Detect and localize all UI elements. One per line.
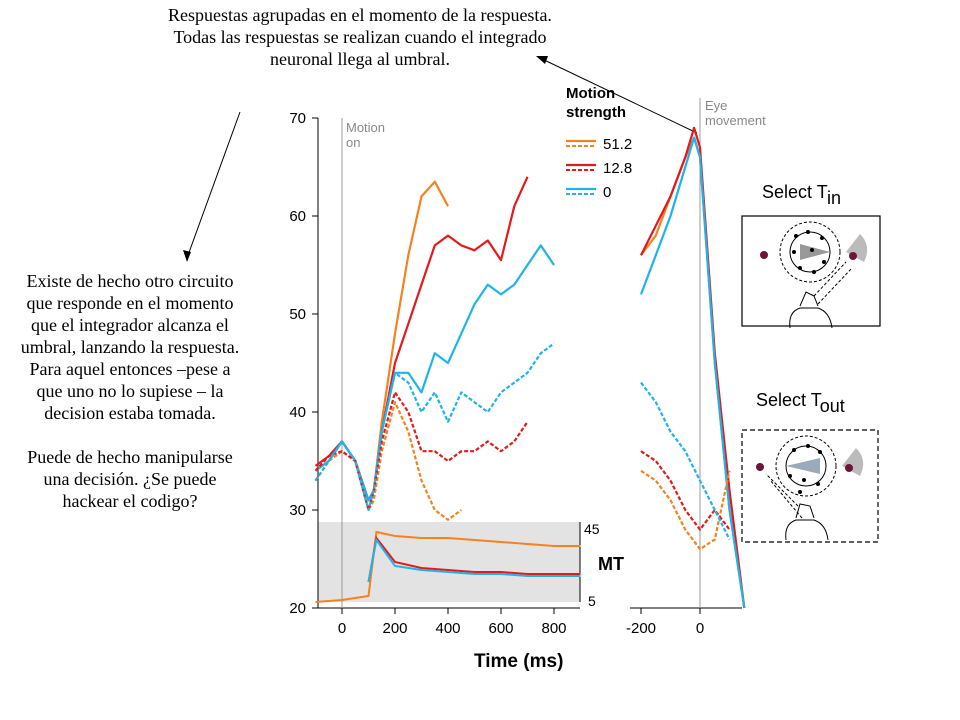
series-line-tout-12.8 <box>314 391 529 512</box>
x-tick-label: 0 <box>696 620 704 637</box>
legend-title-line2: strength <box>566 104 626 121</box>
x-tick-label: 200 <box>382 620 407 637</box>
x-tick-group: 0 200 400 600 800 -200 0 <box>338 608 704 637</box>
eye-movement-label-line2: movement <box>705 113 766 128</box>
motion-on-label-line1: Motion <box>346 120 385 135</box>
mt-tick-low: 5 <box>588 593 596 609</box>
top-annotation: Respuestas agrupadas en el momento de la… <box>168 5 552 69</box>
side-annotation-paragraph-1: Existe de hecho otro circuito que respon… <box>20 271 240 423</box>
series-line-tout-12.8 <box>640 450 731 531</box>
arrowhead-up-icon <box>536 56 548 64</box>
series-line-tout-0 <box>314 342 555 512</box>
y-tick-group: 20 30 40 50 60 70 <box>289 110 318 617</box>
motion-on-label-line2: on <box>346 135 360 150</box>
mt-tick-high: 45 <box>584 521 600 537</box>
mt-series-line-0 <box>367 537 581 583</box>
series-line-tin-12.8 <box>314 176 529 502</box>
arrow-to-peak <box>539 57 698 134</box>
x-tick-label: 600 <box>488 620 513 637</box>
x-tick-label: 400 <box>435 620 460 637</box>
x-tick-label: 800 <box>541 620 566 637</box>
series-line-tout-0 <box>640 381 731 540</box>
select-tin-box <box>741 215 881 327</box>
series-line-tout-51.2 <box>640 469 731 551</box>
x-axis-label: Time (ms) <box>474 651 563 672</box>
series-line-tin-12.8 <box>640 126 746 609</box>
legend-label: 0 <box>603 184 611 201</box>
select-tin-label: Select Tin <box>762 182 841 208</box>
legend: 51.2 12.8 0 <box>566 136 632 201</box>
y-tick-label: 50 <box>289 306 306 323</box>
arrowhead-down-icon <box>183 250 191 262</box>
x-tick-label: 0 <box>338 620 346 637</box>
legend-title-line1: Motion <box>566 85 615 102</box>
select-tin-schematic <box>760 221 868 329</box>
arrow-to-side-note <box>186 111 241 259</box>
legend-label: 51.2 <box>603 136 632 153</box>
series-line-tin-51.2 <box>640 136 746 609</box>
select-tout-schematic <box>756 435 864 541</box>
x-tick-label: -200 <box>626 620 656 637</box>
mt-inset-background <box>318 522 580 602</box>
eye-movement-label-line1: Eye <box>705 98 727 113</box>
curve-group <box>314 126 746 609</box>
series-line-tin-0 <box>314 244 555 502</box>
select-tout-box <box>741 429 879 543</box>
side-annotation: Existe de hecho otro circuito que respon… <box>20 270 240 534</box>
mt-series-line-51.2 <box>315 530 581 603</box>
mt-series-line-12.8 <box>367 535 581 583</box>
y-tick-label: 60 <box>289 208 306 225</box>
y-tick-label: 70 <box>289 110 306 127</box>
y-tick-label: 40 <box>289 404 306 421</box>
series-line-tout-51.2 <box>314 401 462 521</box>
y-tick-label: 20 <box>289 600 306 617</box>
side-annotation-paragraph-2: Puede de hecho manipularse una decisión.… <box>27 447 233 511</box>
mt-label: MT <box>598 554 624 574</box>
series-line-tin-0 <box>639 136 746 609</box>
y-tick-label: 30 <box>289 502 306 519</box>
select-tout-label: Select Tout <box>756 390 845 416</box>
legend-label: 12.8 <box>603 160 632 177</box>
